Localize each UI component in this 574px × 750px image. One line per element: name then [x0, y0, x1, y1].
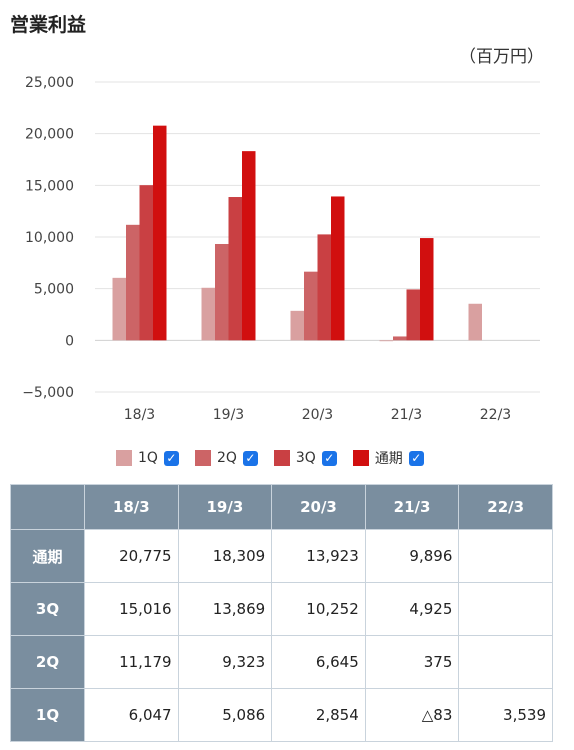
- table-cell: 3,539: [458, 688, 553, 742]
- bar-1Q-21/3[interactable]: [379, 340, 394, 342]
- table-header-row: 18/3 19/3 20/3 21/3 22/3: [10, 484, 553, 530]
- legend-swatch: [116, 450, 132, 466]
- y-tick-label: 5,000: [34, 282, 74, 298]
- table-corner-cell: [10, 484, 85, 530]
- table-cell: 18,309: [177, 529, 273, 583]
- table-cell: 2,854: [271, 688, 366, 742]
- table-row: 通期 20,775 18,309 13,923 9,896: [10, 529, 553, 583]
- table-cell: 9,323: [177, 635, 273, 689]
- bar-3Q-19/3[interactable]: [228, 197, 243, 341]
- x-tick-label: 20/3: [302, 407, 333, 423]
- table-cell: 4,925: [364, 582, 460, 636]
- y-tick-label: 0: [65, 333, 74, 349]
- bar-1Q-18/3[interactable]: [112, 277, 127, 341]
- table-column-header: 21/3: [364, 484, 460, 530]
- table-row: 1Q 6,047 5,086 2,854 △83 3,539: [10, 688, 553, 742]
- legend-swatch: [194, 450, 211, 466]
- table-row-header: 1Q: [10, 688, 85, 742]
- chart-legend: 1Q ✓ 2Q ✓ 3Q ✓ 通期 ✓: [116, 448, 440, 468]
- bar-通期-18/3[interactable]: [153, 125, 167, 341]
- x-tick-label: 21/3: [391, 407, 422, 423]
- bar-通期-21/3[interactable]: [420, 238, 434, 341]
- data-table: 18/3 19/3 20/3 21/3 22/3 通期 20,775 18,309 13,92…: [10, 484, 553, 742]
- legend-swatch: [273, 450, 290, 466]
- bar-3Q-20/3[interactable]: [317, 234, 332, 341]
- table-row-header: 通期: [10, 529, 85, 583]
- legend-swatch: [352, 450, 369, 466]
- table-cell: 10,252: [271, 582, 366, 636]
- legend-item-1Q[interactable]: 1Q ✓: [116, 450, 179, 466]
- table-column-header: 22/3: [458, 484, 553, 530]
- table-cell: 20,775: [84, 529, 179, 583]
- bar-2Q-21/3[interactable]: [393, 336, 407, 341]
- table-column-header: 20/3: [271, 484, 366, 530]
- bar-1Q-19/3[interactable]: [201, 287, 216, 341]
- table-row: 2Q 11,179 9,323 6,645 375: [10, 635, 553, 689]
- bar-3Q-21/3[interactable]: [406, 289, 421, 341]
- bar-通期-20/3[interactable]: [331, 196, 345, 341]
- legend-label: 2Q: [216, 450, 237, 466]
- table-cell: 6,645: [271, 635, 366, 689]
- legend-item-2Q[interactable]: 2Q ✓: [194, 450, 258, 466]
- legend-label: 1Q: [138, 450, 158, 466]
- bar-1Q-22/3[interactable]: [468, 303, 483, 341]
- bar-chart: 25,000 20,000 15,000 10,000 5,000 0 −5,000 18/3…: [22, 75, 540, 423]
- legend-label: 3Q: [295, 450, 316, 466]
- table-cell: 15,016: [84, 582, 179, 636]
- table-row-header: 2Q: [10, 635, 85, 689]
- bar-2Q-18/3[interactable]: [126, 224, 140, 341]
- bar-2Q-19/3[interactable]: [215, 243, 229, 341]
- table-cell: [458, 529, 553, 583]
- table-cell: 13,869: [177, 582, 273, 636]
- legend-item-通期[interactable]: 通期 ✓: [352, 448, 424, 468]
- page-title: 営業利益: [10, 14, 87, 36]
- y-tick-label: 10,000: [25, 230, 74, 246]
- unit-label: （百万円）: [459, 47, 544, 67]
- bar-3Q-18/3[interactable]: [139, 185, 154, 341]
- table-column-header: 18/3: [84, 484, 179, 530]
- table-cell: [458, 635, 553, 689]
- checkbox-checked-icon[interactable]: ✓: [408, 450, 424, 466]
- checkbox-checked-icon[interactable]: ✓: [321, 450, 337, 466]
- bar-1Q-20/3[interactable]: [290, 310, 305, 341]
- table-cell: 11,179: [84, 635, 179, 689]
- y-tick-label: 15,000: [25, 178, 74, 194]
- y-tick-label: −5,000: [22, 385, 74, 401]
- table-cell: 13,923: [271, 529, 366, 583]
- table-row-header: 3Q: [10, 582, 85, 636]
- table-cell: [458, 582, 553, 636]
- table-row: 3Q 15,016 13,869 10,252 4,925: [10, 582, 553, 636]
- table-cell: 5,086: [177, 688, 273, 742]
- checkbox-checked-icon[interactable]: ✓: [242, 450, 258, 466]
- bar-通期-19/3[interactable]: [242, 151, 256, 341]
- legend-item-3Q[interactable]: 3Q ✓: [273, 450, 337, 466]
- table-cell: 6,047: [84, 688, 179, 742]
- x-tick-label: 18/3: [124, 407, 155, 423]
- table-cell: 9,896: [364, 529, 460, 583]
- bar-2Q-20/3[interactable]: [304, 271, 318, 341]
- y-tick-label: 20,000: [25, 127, 74, 143]
- table-cell: △83: [364, 688, 460, 742]
- table-cell: 375: [364, 635, 460, 689]
- y-tick-label: 25,000: [25, 75, 74, 91]
- x-tick-label: 19/3: [213, 407, 244, 423]
- x-tick-label: 22/3: [480, 407, 511, 423]
- checkbox-checked-icon[interactable]: ✓: [163, 450, 179, 466]
- table-column-header: 19/3: [177, 484, 273, 530]
- legend-label: 通期: [374, 451, 403, 467]
- table-body: 通期 20,775 18,309 13,923 9,896 3Q 15,016 13,869 1…: [10, 529, 553, 742]
